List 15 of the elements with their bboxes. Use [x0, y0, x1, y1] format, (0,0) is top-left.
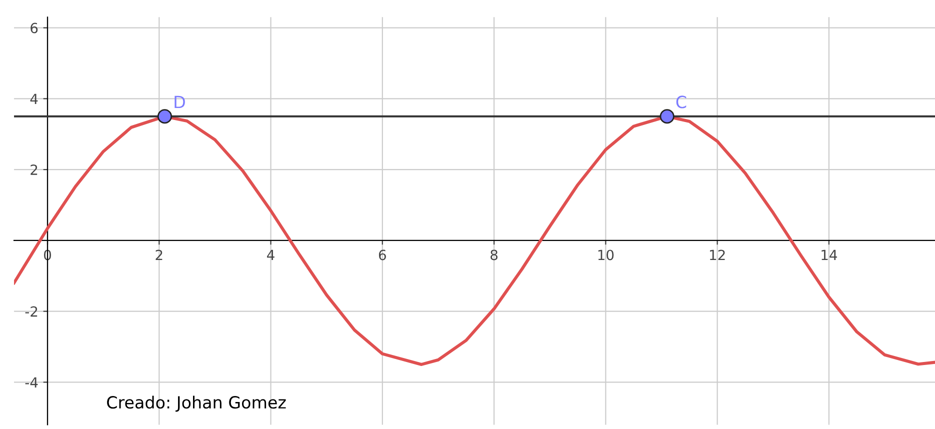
x-tick-label: 10	[598, 250, 614, 260]
x-tick-label: 2	[156, 250, 162, 260]
annotation: Creado: Johan Gomez	[107, 396, 286, 412]
x-tick-label: 12	[710, 250, 725, 260]
y-tick-label: 4	[30, 94, 38, 104]
x-tick-label: 14	[822, 250, 838, 260]
x-tick-label: 8	[490, 250, 498, 260]
x-tick-label: 6	[378, 250, 386, 260]
y-tick-label: -4	[25, 377, 38, 388]
y-tick-label: -2	[25, 306, 38, 317]
series-label: D	[174, 96, 185, 108]
y-tick-label: 2	[30, 164, 38, 175]
series-label: C	[676, 96, 686, 108]
y-tick-label: 6	[30, 22, 38, 34]
x-tick-label: 4	[267, 250, 274, 260]
